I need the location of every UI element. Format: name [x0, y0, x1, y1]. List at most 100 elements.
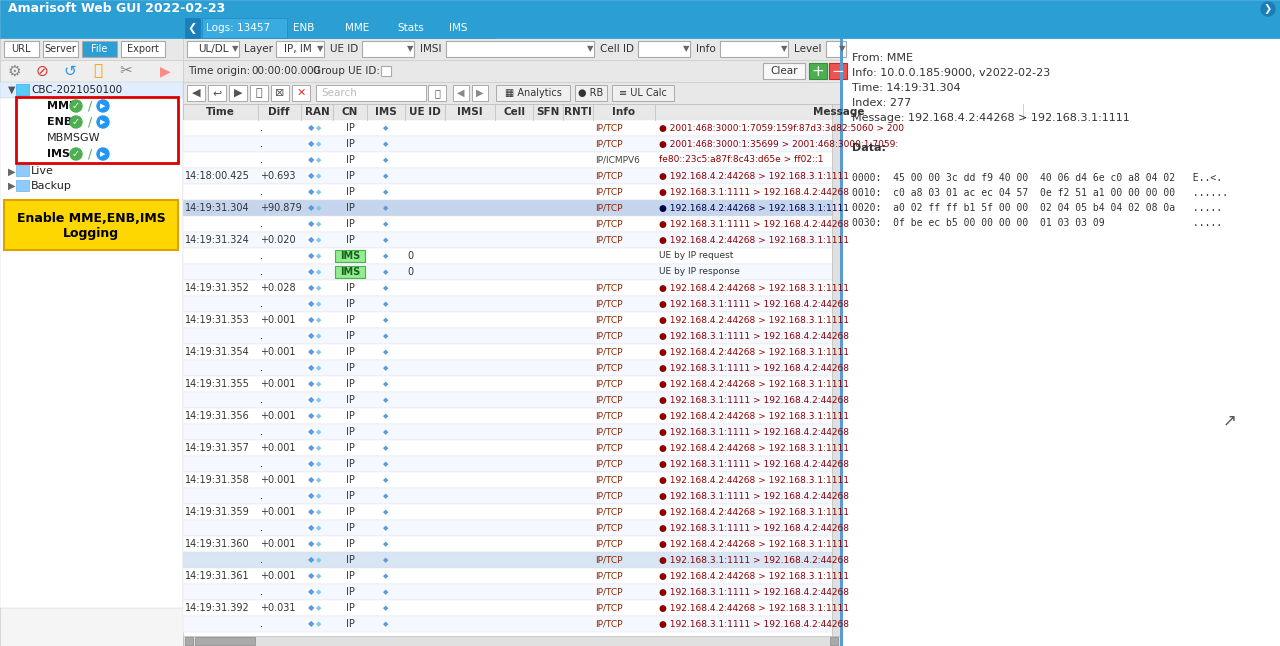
Text: ◆: ◆ [307, 171, 315, 180]
Text: IP: IP [346, 459, 355, 469]
Text: ● 2001:468:3000:1:35699 > 2001:468:3000:1:7059:: ● 2001:468:3000:1:35699 > 2001:468:3000:… [659, 140, 899, 149]
Text: ◆: ◆ [316, 253, 321, 259]
Text: 14:19:31.353: 14:19:31.353 [186, 315, 250, 325]
Text: +0.001: +0.001 [260, 379, 296, 389]
Bar [18, 100, 29, 112]
Text: ● 192.168.4.2:44268 > 192.168.3.1:1111: ● 192.168.4.2:44268 > 192.168.3.1:1111 [659, 284, 849, 293]
Text: IP/TCP: IP/TCP [595, 459, 622, 468]
Bar [183, 60, 840, 82]
Text: MBMSGW: MBMSGW [47, 133, 101, 143]
Bar [183, 280, 840, 296]
Text: ● 192.168.4.2:44268 > 192.168.3.1:1111: ● 192.168.4.2:44268 > 192.168.3.1:1111 [659, 412, 849, 421]
Text: IP: IP [346, 571, 355, 581]
Text: ◆: ◆ [383, 573, 389, 579]
Text: 14:19:31.304: 14:19:31.304 [186, 203, 250, 213]
Text: Time origin:: Time origin: [188, 66, 251, 76]
Bar [183, 264, 840, 280]
Text: ▼: ▼ [8, 85, 15, 95]
Text: Logs: 13457: Logs: 13457 [206, 23, 270, 33]
Text: ◆: ◆ [307, 444, 315, 452]
Text: ◆: ◆ [383, 173, 389, 179]
Circle shape [70, 116, 82, 128]
Text: ◆: ◆ [383, 237, 389, 243]
Text: ◆: ◆ [307, 348, 315, 357]
Text: IP: IP [346, 331, 355, 341]
Text: IP: IP [346, 539, 355, 549]
Bar [202, 18, 287, 38]
Text: IP: IP [346, 299, 355, 309]
Text: IP/TCP: IP/TCP [595, 620, 622, 629]
Text: ◆: ◆ [383, 317, 389, 323]
Bar [316, 85, 426, 101]
Text: +90.879: +90.879 [260, 203, 302, 213]
Text: ● 192.168.4.2:44268 > 192.168.3.1:1111: ● 192.168.4.2:44268 > 192.168.3.1:1111 [659, 475, 849, 484]
Text: ◆: ◆ [383, 285, 389, 291]
Text: ENB: ENB [293, 23, 315, 33]
Text: ◆: ◆ [316, 429, 321, 435]
Text: IP: IP [346, 491, 355, 501]
Text: +0.001: +0.001 [260, 443, 296, 453]
Text: .: . [260, 363, 262, 373]
Text: UE ID: UE ID [410, 107, 440, 117]
Text: IP: IP [346, 411, 355, 421]
Bar [32, 148, 44, 160]
Text: +0.001: +0.001 [260, 475, 296, 485]
Text: IP: IP [346, 315, 355, 325]
Bar [612, 85, 675, 101]
Text: ◆: ◆ [316, 541, 321, 547]
Text: 14:19:31.358: 14:19:31.358 [186, 475, 250, 485]
Text: Info: Info [696, 44, 716, 54]
Bar [453, 85, 468, 101]
Text: Data:: Data: [852, 143, 886, 153]
Text: ● 192.168.3.1:1111 > 192.168.4.2:44268: ● 192.168.3.1:1111 > 192.168.4.2:44268 [659, 395, 849, 404]
Text: IMS: IMS [449, 23, 467, 33]
Text: ◆: ◆ [383, 125, 389, 131]
Bar [183, 584, 840, 600]
Text: 14:19:31.355: 14:19:31.355 [186, 379, 250, 389]
Text: ◆: ◆ [307, 379, 315, 388]
Text: IP/TCP: IP/TCP [595, 236, 622, 244]
Text: ● 192.168.3.1:1111 > 192.168.4.2:44268: ● 192.168.3.1:1111 > 192.168.4.2:44268 [659, 492, 849, 501]
Text: ◆: ◆ [383, 413, 389, 419]
Text: IP/TCP: IP/TCP [595, 475, 622, 484]
Text: ● 192.168.4.2:44268 > 192.168.3.1:1111: ● 192.168.4.2:44268 > 192.168.3.1:1111 [659, 236, 849, 244]
Text: Info: 10.0.0.185:9000, v2022-02-23: Info: 10.0.0.185:9000, v2022-02-23 [852, 68, 1051, 78]
Text: IP: IP [346, 619, 355, 629]
Bar [428, 85, 445, 101]
Text: ◆: ◆ [316, 445, 321, 451]
Bar [0, 38, 183, 646]
Text: IP: IP [346, 171, 355, 181]
Text: MME: MME [47, 101, 77, 111]
Text: IP/TCP: IP/TCP [595, 123, 622, 132]
Text: IMSI: IMSI [420, 44, 442, 54]
Text: ◆: ◆ [316, 173, 321, 179]
Text: /: / [88, 99, 92, 112]
Text: ▶: ▶ [8, 181, 15, 191]
Text: ◆: ◆ [316, 397, 321, 403]
Text: ◆: ◆ [383, 349, 389, 355]
Text: ▼: ▼ [586, 45, 593, 54]
Text: ◆: ◆ [307, 539, 315, 548]
Text: IP: IP [346, 507, 355, 517]
Text: +0.001: +0.001 [260, 539, 296, 549]
Text: ◆: ◆ [316, 365, 321, 371]
Text: IP: IP [346, 123, 355, 133]
Bar [719, 41, 788, 57]
Text: ▦ Analytics: ▦ Analytics [504, 88, 562, 98]
Text: 0010:  c0 a8 03 01 ac ec 04 57  0e f2 51 a1 00 00 00 00   ......: 0010: c0 a8 03 01 ac ec 04 57 0e f2 51 a… [852, 188, 1228, 198]
Bar [292, 85, 310, 101]
Text: ● 192.168.3.1:1111 > 192.168.4.2:44268: ● 192.168.3.1:1111 > 192.168.4.2:44268 [659, 459, 849, 468]
Bar [0, 60, 183, 82]
Text: ● 192.168.4.2:44268 > 192.168.3.1:1111: ● 192.168.4.2:44268 > 192.168.3.1:1111 [659, 539, 849, 548]
Text: Amarisoft Web GUI 2022-02-23: Amarisoft Web GUI 2022-02-23 [8, 3, 225, 16]
Text: ◆: ◆ [316, 317, 321, 323]
Text: ▼: ▼ [232, 45, 238, 54]
Text: IP/TCP: IP/TCP [595, 140, 622, 149]
Text: ▶: ▶ [100, 151, 106, 157]
Text: .: . [260, 251, 262, 261]
Text: ▶: ▶ [476, 88, 484, 98]
Bar [381, 66, 390, 76]
Text: .: . [260, 491, 262, 501]
Text: ◆: ◆ [383, 461, 389, 467]
Bar [82, 41, 116, 57]
